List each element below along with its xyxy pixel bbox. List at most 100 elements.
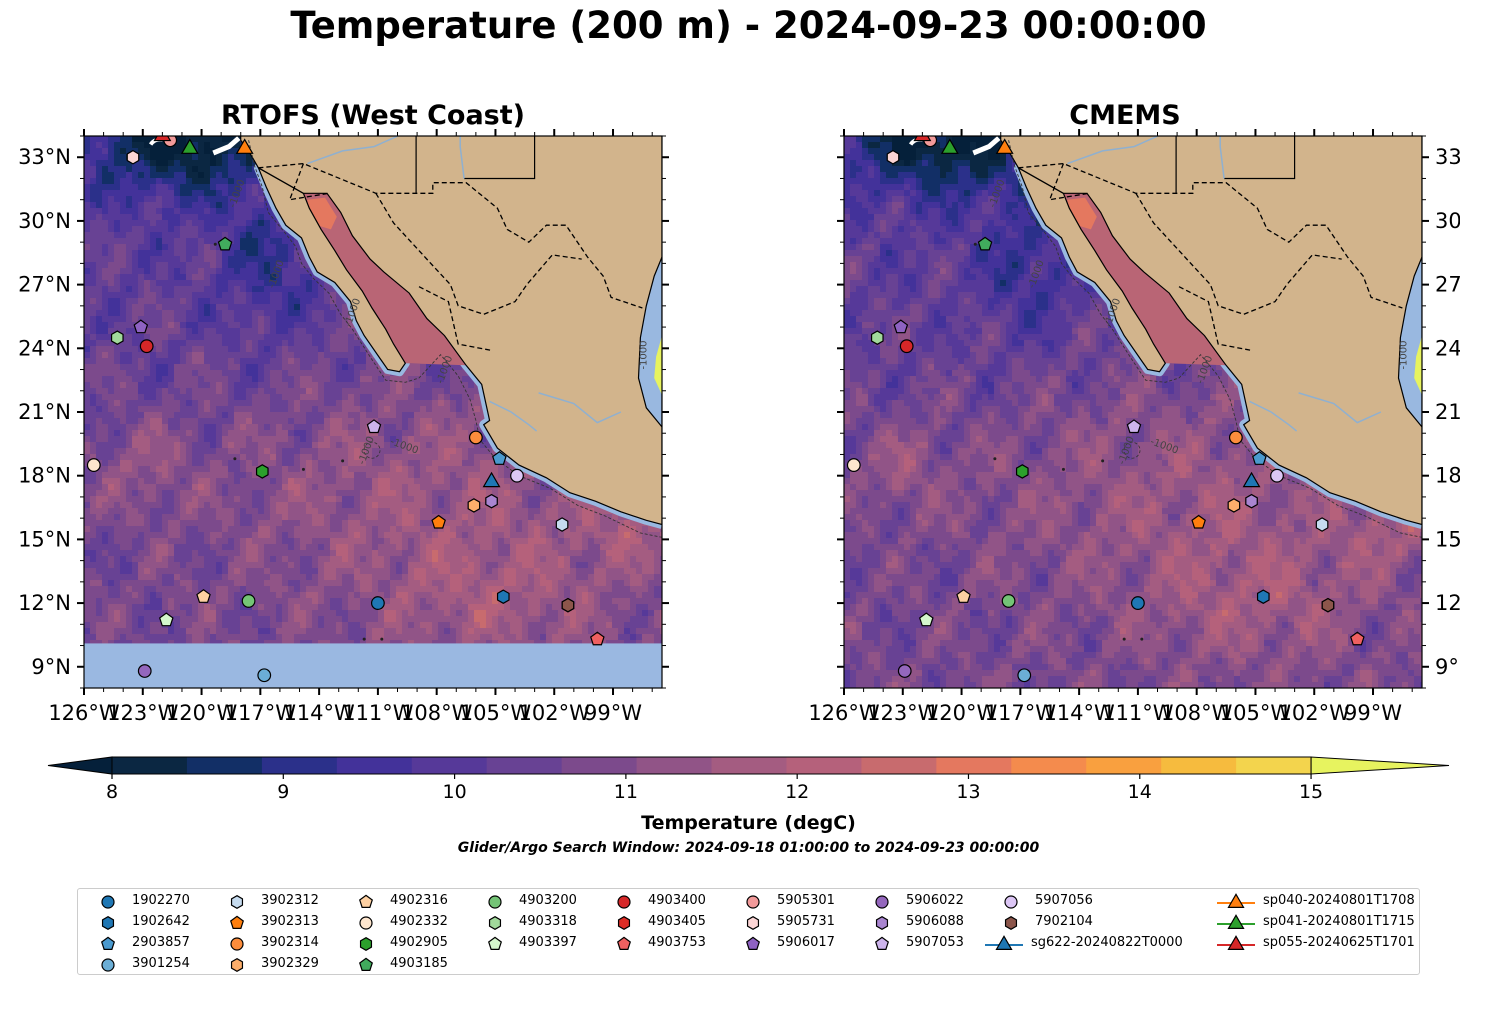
- marker-7902104: [561, 597, 575, 613]
- legend-label: 4903405: [648, 914, 706, 929]
- legend-hexagon-icon: [230, 958, 244, 972]
- political-borders: [258, 162, 643, 352]
- lon-tick-label: 120°W: [926, 701, 998, 725]
- marker-5907053: [366, 419, 382, 434]
- colorbar-bin: [1011, 757, 1087, 774]
- legend-marker-icon: [746, 916, 760, 930]
- marker-sp041-20240801T1715: [180, 138, 199, 154]
- legend-label: 1902270: [132, 893, 190, 908]
- lon-tick-label: 108°W: [401, 701, 473, 725]
- legend-marker-icon: [488, 895, 502, 909]
- marker-4902905: [255, 464, 269, 479]
- lat-tick-label: 21°N: [1435, 400, 1460, 424]
- lon-tick-label: 126°W: [48, 701, 120, 725]
- isobath-1000m: [248, 140, 662, 538]
- legend-marker-icon: [230, 937, 244, 951]
- legend-pentagon-icon: [359, 957, 373, 971]
- legend-marker-icon: [875, 936, 889, 950]
- colorbar-tick-label: 15: [1299, 781, 1323, 802]
- search-window-subtitle: Glider/Argo Search Window: 2024-09-18 01…: [457, 840, 1040, 856]
- gulf-of-california: [303, 193, 467, 366]
- colorbar-bin: [861, 757, 937, 774]
- colorbar-bin: [1161, 757, 1237, 774]
- legend-circle-icon: [875, 895, 889, 909]
- legend-label: 4902316: [390, 893, 448, 908]
- marker-4903397: [158, 612, 174, 627]
- colorbar-bin: [1236, 757, 1312, 774]
- lat-tick-label: 21°N: [18, 400, 71, 424]
- legend-marker-icon: [875, 895, 889, 909]
- marker-sp055-20240625T1701: [153, 136, 172, 142]
- legend-marker-icon: [985, 935, 1023, 950]
- legend-marker-icon: [359, 894, 373, 908]
- colorbar-tick-label: 11: [614, 781, 638, 802]
- lat-tick-label: 27°N: [1435, 273, 1460, 297]
- lon-tick-label: 102°W: [519, 701, 591, 725]
- marker-sp055-20240625T1701: [913, 136, 932, 142]
- colorbar-bin: [1086, 757, 1162, 774]
- legend-label: 5905731: [777, 914, 835, 929]
- marker-2903857: [1252, 451, 1267, 465]
- marker-3902312: [555, 517, 569, 532]
- colorbar-bin: [786, 757, 862, 774]
- colorbar-bin: [411, 757, 488, 774]
- legend-hexagon-icon: [230, 895, 244, 909]
- legend-marker-icon: [746, 895, 760, 909]
- panel-title-cmems: CMEMS: [1069, 100, 1181, 131]
- isobath-1000m: [1008, 140, 1422, 538]
- legend-label: 4903318: [519, 914, 577, 929]
- legend-hexagon-icon: [617, 916, 631, 930]
- colorbar-bin: [112, 757, 188, 774]
- legend-marker-icon: [875, 916, 889, 930]
- rivers: [307, 136, 622, 432]
- legend-marker-icon: [746, 936, 760, 950]
- legend-triangle-icon: [1227, 935, 1245, 950]
- colorbar-tick-label: 9: [277, 781, 289, 802]
- colorbar-bin: [186, 757, 263, 774]
- legend-pentagon-icon: [617, 936, 631, 950]
- lon-tick-label: 105°W: [1220, 701, 1292, 725]
- marker-5906088: [485, 493, 498, 509]
- marker-4902316: [196, 589, 211, 603]
- legend-marker-icon: [617, 936, 631, 950]
- panel-title-rtofs: RTOFS (West Coast): [221, 100, 525, 131]
- marker-3902313: [431, 514, 446, 529]
- legend-hexagon-icon: [1004, 916, 1018, 930]
- legend-label: 7902104: [1035, 914, 1093, 929]
- legend-marker-icon: [230, 958, 244, 972]
- rtofs-temperature-map[interactable]: -1000-1000-1000-1000-1000-1000-1000126°W…: [0, 125, 700, 735]
- legend-circle-icon: [746, 895, 760, 909]
- legend-pentagon-icon: [746, 936, 760, 950]
- marker-4903185: [217, 236, 233, 251]
- legend-label: 5907053: [906, 935, 964, 950]
- legend-label: 4903397: [519, 935, 577, 950]
- legend-marker-icon: [230, 895, 244, 909]
- legend-marker-icon: [1004, 895, 1018, 909]
- legend-marker-icon: [230, 915, 244, 929]
- legend-circle-icon: [359, 916, 373, 930]
- lon-tick-label: 111°W: [1102, 701, 1174, 725]
- colorbar-bin: [636, 757, 713, 774]
- marker-sp040-20240801T1708: [995, 138, 1014, 154]
- land: [240, 136, 662, 526]
- marker-sp040-20240801T1708: [235, 138, 254, 154]
- legend-circle-icon: [101, 958, 115, 972]
- legend-label: 4902332: [390, 914, 448, 929]
- legend-label: 5907056: [1035, 893, 1093, 908]
- platform-legend: 1902270 1902642 2903857 3901254 3902312 39023…: [77, 888, 1420, 975]
- legend-hexagon-icon: [746, 916, 760, 930]
- marker-7902104: [1321, 597, 1335, 613]
- marker-3901254: [257, 668, 272, 683]
- lat-tick-label: 24°N: [18, 336, 71, 360]
- legend-marker-icon: [101, 895, 115, 909]
- marker-5905731: [886, 149, 900, 165]
- cmems-temperature-map[interactable]: -1000-1000-1000-1000-1000-1000-1000126°W…: [760, 125, 1460, 735]
- legend-marker-icon: [1217, 893, 1255, 908]
- colorbar-tick-label: 13: [956, 781, 980, 802]
- marker-5906088: [1245, 493, 1258, 509]
- colorbar-bin: [561, 757, 638, 774]
- legend-marker-icon: [1217, 935, 1255, 950]
- legend-circle-icon: [101, 895, 115, 909]
- legend-hexagon-icon: [875, 916, 889, 930]
- marker-5907053: [1126, 419, 1142, 434]
